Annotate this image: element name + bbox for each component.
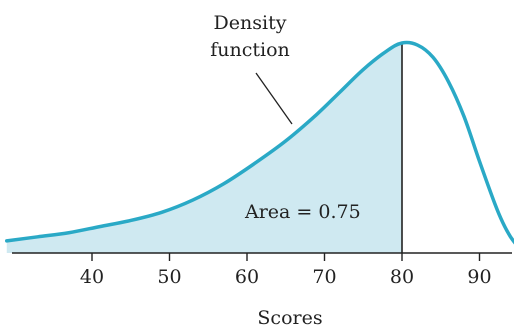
x-ticks: 40 50 60 70 80 90 — [80, 253, 492, 288]
x-tick-label: 40 — [80, 266, 104, 288]
shaded-area-layer — [6, 43, 403, 253]
area-annotation: Area = 0.75 — [244, 201, 361, 223]
shaded-area — [6, 43, 402, 253]
x-tick-label: 80 — [390, 266, 414, 288]
x-tick-label: 90 — [467, 266, 491, 288]
x-tick-label: 60 — [235, 266, 259, 288]
x-tick-label: 50 — [157, 266, 181, 288]
x-tick-label: 70 — [312, 266, 336, 288]
x-axis-label: Scores — [257, 307, 322, 329]
density-label-line1: Density — [214, 12, 287, 34]
density-curve — [5, 40, 514, 245]
density-label-line2: function — [210, 39, 290, 61]
density-pointer-line — [255, 72, 293, 125]
curve-layer — [5, 40, 514, 245]
